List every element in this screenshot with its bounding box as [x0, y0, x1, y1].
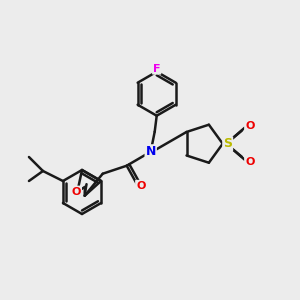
- Text: O: O: [245, 157, 254, 167]
- Text: O: O: [136, 181, 146, 191]
- Text: S: S: [223, 137, 232, 150]
- Text: N: N: [146, 145, 156, 158]
- Text: O: O: [245, 121, 254, 131]
- Text: O: O: [72, 187, 81, 196]
- Text: F: F: [153, 64, 160, 74]
